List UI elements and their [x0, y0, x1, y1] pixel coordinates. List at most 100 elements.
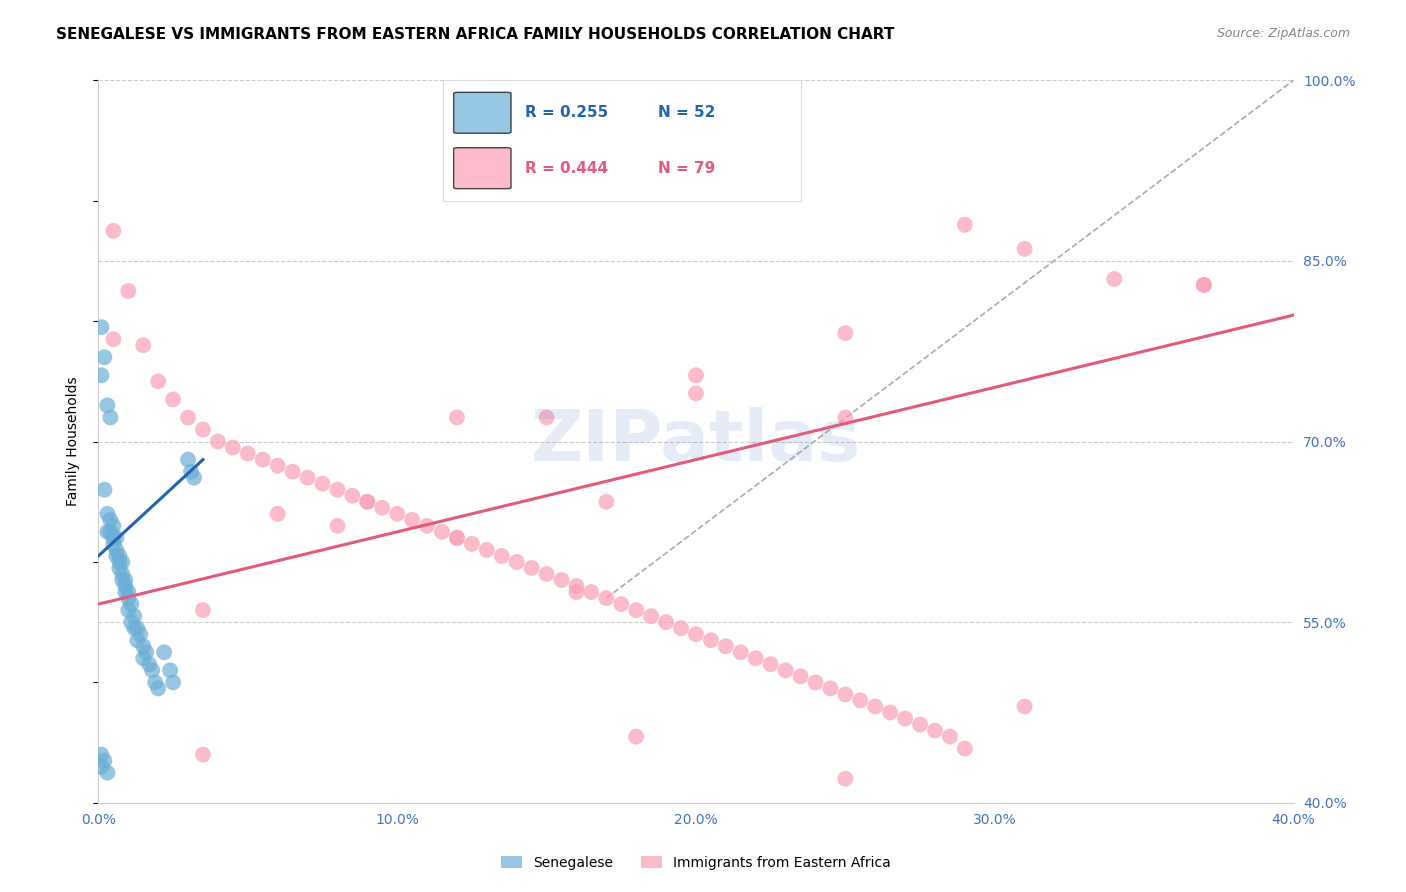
Point: [148, 681, 170, 696]
Point: [595, 591, 617, 606]
Point: [953, 218, 976, 232]
Point: [90, 368, 112, 383]
Point: [114, 585, 136, 599]
Point: [127, 621, 149, 635]
Point: [114, 579, 136, 593]
Point: [461, 537, 484, 551]
Point: [124, 621, 146, 635]
Point: [96, 524, 118, 539]
Point: [281, 465, 304, 479]
Point: [103, 224, 125, 238]
Point: [834, 772, 856, 786]
Point: [191, 422, 214, 436]
Point: [103, 332, 125, 346]
Text: R = 0.444: R = 0.444: [526, 161, 609, 176]
Point: [834, 326, 856, 340]
Point: [1014, 699, 1036, 714]
Legend: Senegalese, Immigrants from Eastern Africa: Senegalese, Immigrants from Eastern Afri…: [496, 850, 896, 875]
Point: [96, 765, 118, 780]
Point: [129, 627, 152, 641]
Point: [114, 573, 136, 587]
Point: [865, 699, 887, 714]
Text: N = 52: N = 52: [658, 105, 716, 120]
Point: [565, 579, 588, 593]
Point: [162, 675, 184, 690]
Point: [90, 747, 112, 762]
Point: [98, 513, 122, 527]
Point: [120, 597, 142, 611]
Point: [700, 633, 723, 648]
Point: [581, 585, 603, 599]
Point: [297, 470, 319, 484]
Point: [879, 706, 901, 720]
Point: [804, 675, 827, 690]
Point: [939, 730, 962, 744]
Point: [177, 452, 200, 467]
Point: [191, 747, 214, 762]
Point: [655, 615, 678, 630]
Point: [141, 664, 163, 678]
Point: [626, 730, 648, 744]
Point: [550, 573, 572, 587]
Point: [475, 542, 498, 557]
Point: [183, 470, 205, 484]
Text: R = 0.255: R = 0.255: [526, 105, 609, 120]
Point: [105, 549, 128, 563]
Point: [111, 573, 134, 587]
Point: [446, 410, 468, 425]
Point: [132, 639, 155, 653]
Point: [356, 494, 378, 508]
Point: [1104, 272, 1126, 286]
Point: [342, 489, 364, 503]
Point: [98, 524, 122, 539]
Point: [117, 603, 139, 617]
Text: ZIPatlas: ZIPatlas: [531, 407, 860, 476]
Point: [108, 555, 131, 569]
Point: [820, 681, 842, 696]
Point: [96, 507, 118, 521]
Point: [105, 542, 128, 557]
Point: [132, 338, 155, 352]
Text: SENEGALESE VS IMMIGRANTS FROM EASTERN AFRICA FAMILY HOUSEHOLDS CORRELATION CHART: SENEGALESE VS IMMIGRANTS FROM EASTERN AF…: [56, 27, 894, 42]
Point: [745, 651, 768, 665]
Point: [536, 567, 558, 582]
Point: [685, 627, 707, 641]
Point: [849, 693, 872, 707]
Point: [924, 723, 946, 738]
Point: [236, 446, 259, 460]
Point: [356, 494, 378, 508]
Point: [491, 549, 513, 563]
Point: [908, 717, 931, 731]
Point: [326, 483, 349, 497]
Point: [565, 585, 588, 599]
Point: [1014, 242, 1036, 256]
Point: [108, 549, 131, 563]
Point: [775, 664, 797, 678]
Point: [834, 410, 856, 425]
Point: [93, 350, 115, 364]
Point: [108, 561, 131, 575]
Point: [953, 741, 976, 756]
FancyBboxPatch shape: [454, 148, 510, 188]
Point: [595, 494, 617, 508]
Point: [267, 458, 290, 473]
Point: [894, 712, 917, 726]
Point: [143, 675, 166, 690]
Point: [177, 410, 200, 425]
Point: [640, 609, 662, 624]
Text: Source: ZipAtlas.com: Source: ZipAtlas.com: [1216, 27, 1350, 40]
Point: [446, 531, 468, 545]
Point: [103, 531, 125, 545]
Point: [326, 518, 349, 533]
Point: [730, 645, 752, 659]
Point: [117, 591, 139, 606]
Point: [1192, 277, 1215, 292]
Point: [311, 476, 333, 491]
Point: [132, 651, 155, 665]
Point: [120, 615, 142, 630]
Point: [90, 759, 112, 773]
Point: [207, 434, 229, 449]
Text: N = 79: N = 79: [658, 161, 716, 176]
Point: [111, 567, 134, 582]
Point: [685, 386, 707, 401]
